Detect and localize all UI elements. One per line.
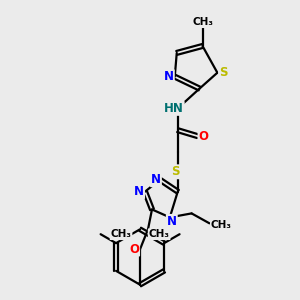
Text: N: N bbox=[151, 173, 161, 186]
Text: CH₃: CH₃ bbox=[211, 220, 232, 230]
Text: S: S bbox=[219, 66, 228, 79]
Text: S: S bbox=[172, 165, 180, 178]
Text: HN: HN bbox=[164, 102, 184, 115]
Text: O: O bbox=[129, 243, 139, 256]
Text: CH₃: CH₃ bbox=[149, 229, 170, 239]
Text: N: N bbox=[167, 215, 177, 228]
Text: N: N bbox=[164, 70, 174, 83]
Text: CH₃: CH₃ bbox=[192, 17, 213, 27]
Text: O: O bbox=[199, 130, 208, 142]
Text: N: N bbox=[134, 185, 144, 198]
Text: CH₃: CH₃ bbox=[110, 229, 131, 239]
